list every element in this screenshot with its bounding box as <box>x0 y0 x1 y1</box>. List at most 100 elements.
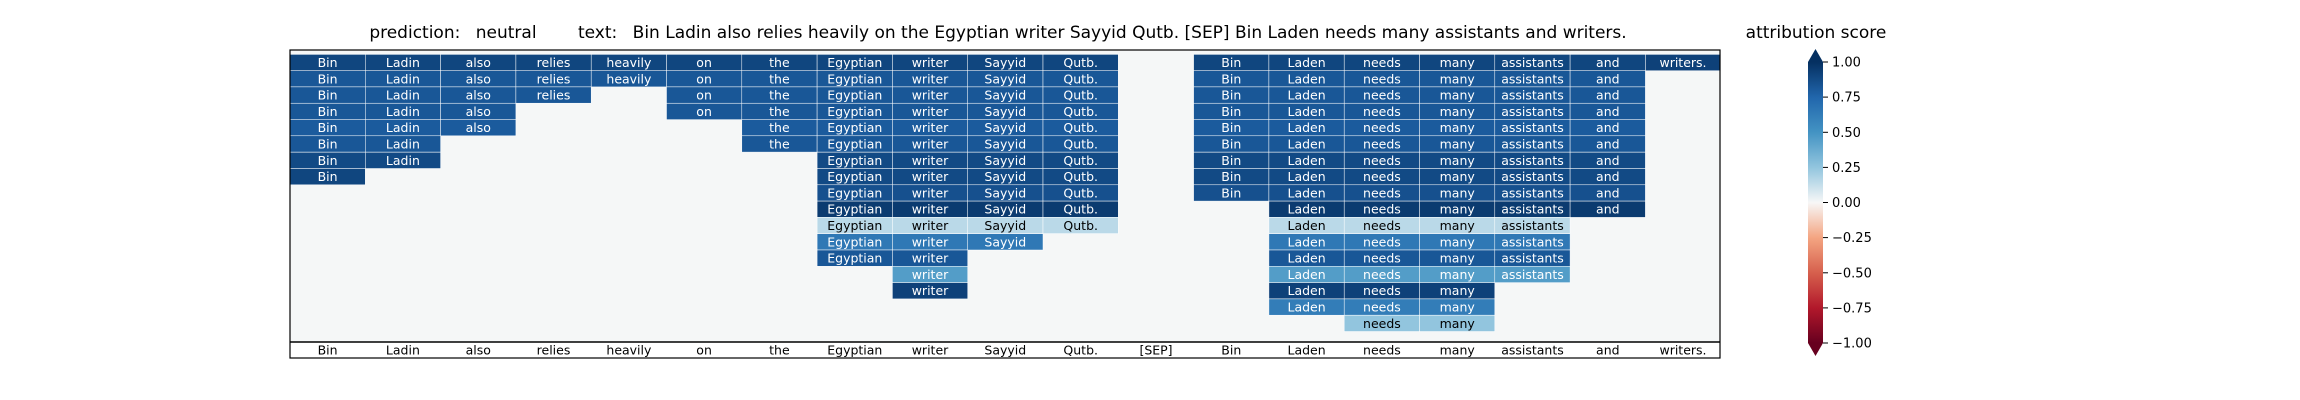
token-label: relies <box>537 343 571 358</box>
heatmap-cell-label: the <box>769 104 790 119</box>
colorbar-tick-label: −1.00 <box>1832 337 1872 352</box>
heatmap-cell-label: the <box>769 120 790 135</box>
heatmap-cell-label: Bin <box>318 55 338 70</box>
heatmap-cell-label: Bin <box>318 120 338 135</box>
token-label: also <box>466 343 491 358</box>
heatmap-cell-label: many <box>1440 120 1476 135</box>
colorbar-extend-top <box>1808 49 1823 62</box>
colorbar-tick-label: −0.25 <box>1832 231 1872 246</box>
heatmap-cell-label: Ladin <box>386 71 420 86</box>
heatmap-cell-label: needs <box>1363 316 1401 331</box>
heatmap-cell-label: also <box>466 71 491 86</box>
heatmap-cell-label: Laden <box>1288 283 1326 298</box>
heatmap-cell-label: Laden <box>1288 202 1326 217</box>
heatmap-cell-label: writer <box>912 104 949 119</box>
heatmap-cell-label: Sayyid <box>984 153 1026 168</box>
heatmap-cell-label: Egyptian <box>827 185 882 200</box>
heatmap-cell <box>1569 200 1646 218</box>
colorbar-ticks: 1.00 0.75 0.50 0.25 0.00 −0.25 −0.50 −0.75 −1.00 <box>1823 56 1872 352</box>
heatmap-cell-label: Qutb. <box>1063 71 1098 86</box>
heatmap-cell-label: relies <box>537 88 571 103</box>
heatmap-cell-label: Ladin <box>386 55 420 70</box>
heatmap-cell-label: and <box>1596 104 1620 119</box>
heatmap-cell-label: Bin <box>318 104 338 119</box>
heatmap-cell-label: Sayyid <box>984 234 1026 249</box>
colorbar-tick-label: 0.25 <box>1832 161 1861 176</box>
heatmap-cell-label: needs <box>1363 88 1401 103</box>
heatmap-cell-label: Egyptian <box>827 55 882 70</box>
colorbar-tick-label: 1.00 <box>1832 56 1861 71</box>
token-label: many <box>1440 343 1476 358</box>
token-label: writer <box>912 343 949 358</box>
heatmap-cell-label: the <box>769 71 790 86</box>
token-label: Qutb. <box>1063 343 1098 358</box>
heatmap-cell-label: Laden <box>1288 251 1326 266</box>
token-label: Laden <box>1288 343 1326 358</box>
heatmap-cell-label: Sayyid <box>984 137 1026 152</box>
heatmap-cell-label: many <box>1440 234 1476 249</box>
heatmap-cell-label: Bin <box>1221 120 1241 135</box>
colorbar-tick-label: 0.00 <box>1832 196 1861 211</box>
heatmap-cell-label: Ladin <box>386 104 420 119</box>
heatmap-cell-label: writer <box>912 137 949 152</box>
token-label: heavily <box>606 343 652 358</box>
heatmap-cell-label: Laden <box>1288 88 1326 103</box>
heatmap-cell-label: Egyptian <box>827 169 882 184</box>
heatmap-cell-label: and <box>1596 120 1620 135</box>
heatmap-cell-label: Bin <box>1221 55 1241 70</box>
heatmap-cell-label: needs <box>1363 202 1401 217</box>
heatmap-cell-label: assistants <box>1501 185 1564 200</box>
heatmap-cell-label: assistants <box>1501 153 1564 168</box>
heatmap-cells: Bin Ladin also relies heavily on the Egyptian wr… <box>289 54 1721 332</box>
heatmap-cell-label: Ladin <box>386 120 420 135</box>
token-label: Egyptian <box>827 343 882 358</box>
heatmap-cell-label: on <box>696 104 712 119</box>
heatmap-cell-label: writer <box>912 234 949 249</box>
heatmap-cell-label: Sayyid <box>984 169 1026 184</box>
heatmap-cell-label: on <box>696 88 712 103</box>
heatmap-cell-label: Egyptian <box>827 153 882 168</box>
heatmap-cell <box>967 233 1044 251</box>
token-label: [SEP] <box>1139 343 1172 358</box>
heatmap-cell-label: Qutb. <box>1063 137 1098 152</box>
token-label: the <box>769 343 790 358</box>
heatmap-cell <box>1645 54 1721 71</box>
heatmap-cell-label: writer <box>912 267 949 282</box>
heatmap-cell-label: Bin <box>318 71 338 86</box>
heatmap-cell-label: Qutb. <box>1063 55 1098 70</box>
heatmap-cell-label: Laden <box>1288 71 1326 86</box>
colorbar-extend-bottom <box>1808 343 1823 356</box>
heatmap-cell <box>1494 266 1571 283</box>
heatmap-cell-label: Laden <box>1288 137 1326 152</box>
heatmap-cell-label: many <box>1440 71 1476 86</box>
heatmap-cell-label: writer <box>912 71 949 86</box>
heatmap-cell-label: needs <box>1363 185 1401 200</box>
heatmap-cell-label: Bin <box>1221 169 1241 184</box>
heatmap-cell-label: Qutb. <box>1063 153 1098 168</box>
heatmap-cell-label: Egyptian <box>827 234 882 249</box>
heatmap-cell-label: many <box>1440 55 1476 70</box>
heatmap-cell-label: Laden <box>1288 120 1326 135</box>
heatmap-cell-label: Laden <box>1288 218 1326 233</box>
heatmap-cell-label: heavily <box>606 71 652 86</box>
heatmap-cell-label: many <box>1440 283 1476 298</box>
heatmap-cell-label: also <box>466 55 491 70</box>
heatmap-cell-label: Egyptian <box>827 251 882 266</box>
heatmap-cell-label: Qutb. <box>1063 185 1098 200</box>
heatmap-cell-label: also <box>466 104 491 119</box>
heatmap-cell-label: assistants <box>1501 267 1564 282</box>
heatmap-cell-label: assistants <box>1501 55 1564 70</box>
heatmap-cell-label: needs <box>1363 55 1401 70</box>
heatmap-cell-label: needs <box>1363 283 1401 298</box>
heatmap-cell-label: Bin <box>318 88 338 103</box>
heatmap-cell-label: Egyptian <box>827 104 882 119</box>
heatmap-cell-label: writer <box>912 55 949 70</box>
heatmap-cell-label: heavily <box>606 55 652 70</box>
heatmap-cell-label: and <box>1596 202 1620 217</box>
heatmap-cell-label: assistants <box>1501 169 1564 184</box>
heatmap-cell-label: Bin <box>1221 88 1241 103</box>
heatmap-cell-label: many <box>1440 137 1476 152</box>
heatmap-cell <box>1042 217 1119 234</box>
heatmap-cell-label: and <box>1596 137 1620 152</box>
heatmap-cell-label: Sayyid <box>984 120 1026 135</box>
